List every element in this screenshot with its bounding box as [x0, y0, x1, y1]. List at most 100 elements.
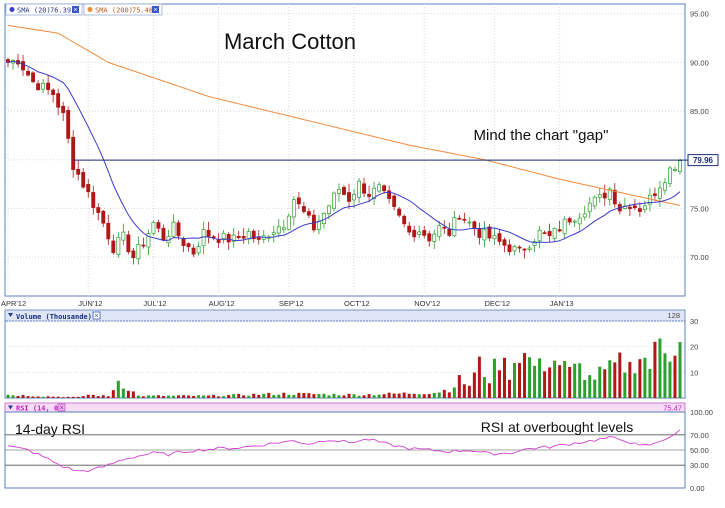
candle-body: [186, 243, 191, 248]
candle-body: [171, 221, 176, 237]
rsi-close-icon[interactable]: [57, 403, 66, 412]
price-x-tick-label: DEC'12: [484, 299, 510, 308]
candle-body: [56, 93, 61, 108]
sma20-legend-value: 76.39: [50, 7, 71, 15]
candle-body: [492, 235, 497, 240]
volume-bar: [31, 396, 35, 398]
volume-bar: [447, 392, 451, 398]
volume-bar: [568, 366, 572, 398]
volume-bar: [538, 358, 542, 398]
volume-bar: [648, 368, 652, 398]
volume-bar: [673, 355, 677, 398]
volume-close-icon[interactable]: [92, 311, 101, 320]
candle-body: [226, 233, 231, 243]
candle-body: [462, 218, 467, 221]
candle-body: [412, 229, 417, 238]
candle-body: [71, 136, 76, 170]
volume-bar: [643, 357, 647, 398]
volume-bar: [477, 356, 481, 398]
candle-body: [51, 89, 56, 95]
candle-body: [251, 230, 256, 240]
candle-body: [342, 186, 346, 195]
volume-bar: [277, 394, 281, 398]
volume-bar: [247, 395, 251, 398]
candle-body: [86, 184, 91, 193]
volume-bar: [36, 396, 40, 398]
rsi-y-tick-label: 0.00: [690, 484, 705, 493]
volume-bar: [227, 394, 231, 398]
volume-bar: [472, 372, 476, 398]
volume-bar: [91, 394, 95, 398]
gap-annotation: Mind the chart "gap": [474, 127, 609, 144]
volume-bar: [202, 395, 206, 398]
sma20-legend-box[interactable]: [5, 3, 83, 16]
volume-bar: [252, 393, 256, 398]
volume-bar: [382, 394, 386, 398]
price-x-tick-label: NOV'12: [414, 299, 440, 308]
candle-body: [487, 226, 492, 239]
candle-body: [397, 208, 402, 216]
candle-body: [673, 169, 677, 171]
candle-body: [61, 105, 66, 113]
candle-body: [522, 248, 527, 251]
sma200-close-icon[interactable]: [152, 6, 159, 13]
candle-body: [422, 230, 427, 236]
volume-bar: [412, 393, 416, 398]
volume-bar: [633, 373, 637, 398]
candle-body: [106, 222, 111, 240]
indicator-legend: SMA (20) 76.39 × SMA (200) 75.48 ×: [5, 3, 163, 16]
candle-body: [447, 228, 452, 236]
volume-bar: [121, 388, 125, 398]
candle-body: [161, 227, 166, 241]
volume-bar: [603, 369, 607, 398]
candle-body: [332, 192, 336, 209]
candle-body: [46, 82, 51, 90]
candle-body: [592, 196, 597, 207]
sma20-legend-name: SMA (20): [17, 7, 51, 15]
volume-bar: [362, 395, 366, 398]
candle-body: [612, 189, 617, 205]
volume-bar: [638, 359, 642, 398]
volume-bars: [6, 338, 682, 398]
volume-bar: [543, 371, 547, 398]
volume-y-tick-label: 20: [690, 343, 698, 352]
candle-body: [66, 110, 71, 139]
volume-collapse-icon[interactable]: [8, 313, 13, 317]
candle-body: [632, 205, 637, 209]
candle-body: [191, 247, 196, 255]
sma200-legend-box[interactable]: [83, 3, 163, 16]
price-x-tick-label: SEP'12: [279, 299, 304, 308]
volume-bar: [432, 392, 436, 398]
rsi-y-tick-label: 100.00: [690, 408, 713, 417]
candle-body: [387, 190, 392, 199]
candle-body: [572, 220, 577, 223]
price-x-tick-label: OCT'12: [344, 299, 370, 308]
candle-body: [146, 233, 151, 248]
last-price-tag: 79.96: [687, 154, 719, 167]
volume-bar: [322, 393, 326, 398]
rsi-collapse-icon[interactable]: [8, 405, 13, 410]
volume-bar: [598, 366, 602, 398]
candle-body: [517, 246, 522, 249]
volume-bar: [141, 396, 145, 398]
candle-body: [26, 70, 31, 76]
price-y-tick-label: 70.00: [690, 253, 709, 262]
volume-bar: [126, 390, 130, 398]
volume-bar: [653, 341, 657, 398]
volume-bar: [312, 394, 316, 398]
volume-bar: [422, 394, 426, 398]
volume-bar: [262, 393, 266, 398]
candle-body: [181, 238, 186, 246]
price-x-tick-label: AUG'12: [209, 299, 235, 308]
volume-bar: [417, 394, 421, 398]
candle-body: [271, 232, 276, 235]
volume-bar: [297, 392, 301, 398]
volume-bar: [151, 395, 155, 398]
volume-bar: [678, 341, 682, 398]
sma20-close-icon[interactable]: [72, 6, 79, 13]
volume-bar: [352, 394, 356, 398]
candle-body: [121, 231, 126, 241]
volume-bar: [427, 393, 431, 398]
candle-body: [547, 231, 552, 237]
candle-body: [457, 217, 462, 220]
